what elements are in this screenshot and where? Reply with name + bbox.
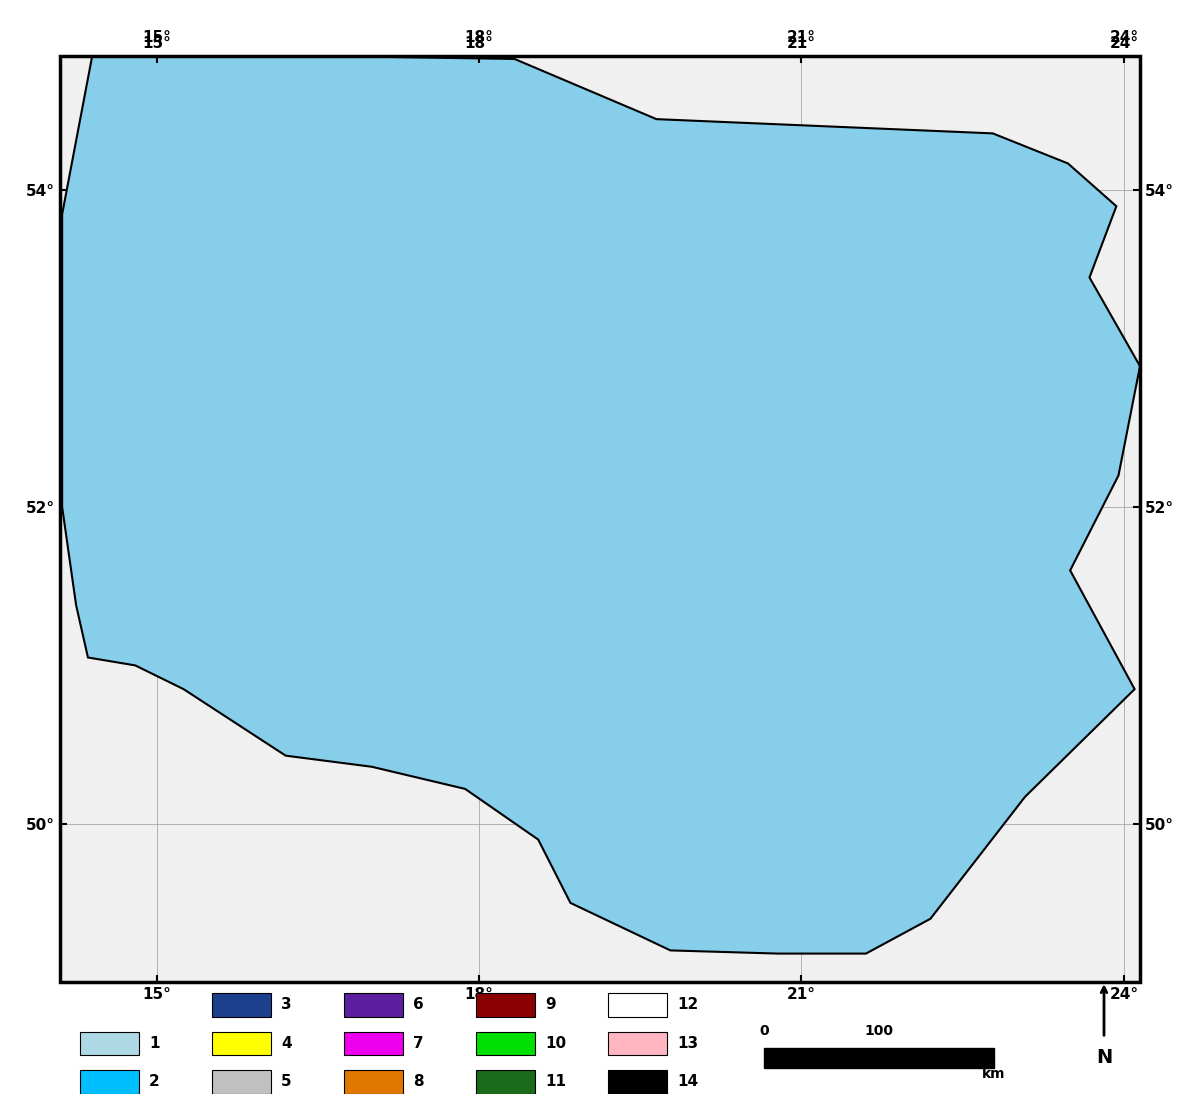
Text: 7: 7 xyxy=(413,1036,424,1051)
Bar xyxy=(344,993,403,1017)
Text: 13: 13 xyxy=(677,1036,698,1051)
Text: 15°: 15° xyxy=(143,30,172,45)
Bar xyxy=(80,1031,139,1056)
Polygon shape xyxy=(62,56,1140,953)
Text: 10: 10 xyxy=(545,1036,566,1051)
Text: 14: 14 xyxy=(677,1075,698,1089)
Text: 18°: 18° xyxy=(464,30,493,45)
Text: 0: 0 xyxy=(760,1023,769,1038)
Bar xyxy=(212,993,271,1017)
Bar xyxy=(344,1070,403,1094)
Text: 21°: 21° xyxy=(787,30,816,45)
Text: 6: 6 xyxy=(413,998,424,1012)
Bar xyxy=(80,1070,139,1094)
Text: 4: 4 xyxy=(281,1036,292,1051)
Text: 3: 3 xyxy=(281,998,292,1012)
Text: 9: 9 xyxy=(545,998,556,1012)
Text: 8: 8 xyxy=(413,1075,424,1089)
Bar xyxy=(608,1031,667,1056)
Text: 24°: 24° xyxy=(1109,30,1139,45)
Text: 2: 2 xyxy=(149,1075,160,1089)
Bar xyxy=(476,993,535,1017)
Bar xyxy=(476,1031,535,1056)
Text: 1: 1 xyxy=(149,1036,160,1051)
Bar xyxy=(476,1070,535,1094)
Text: N: N xyxy=(1096,1048,1112,1067)
Bar xyxy=(764,1048,994,1068)
Text: 100: 100 xyxy=(864,1023,894,1038)
Bar xyxy=(212,1031,271,1056)
Text: 5: 5 xyxy=(281,1075,292,1089)
Text: 12: 12 xyxy=(677,998,698,1012)
Text: km: km xyxy=(983,1067,1006,1081)
Bar xyxy=(608,1070,667,1094)
Bar xyxy=(344,1031,403,1056)
Bar xyxy=(212,1070,271,1094)
Bar xyxy=(608,993,667,1017)
Text: 11: 11 xyxy=(545,1075,566,1089)
